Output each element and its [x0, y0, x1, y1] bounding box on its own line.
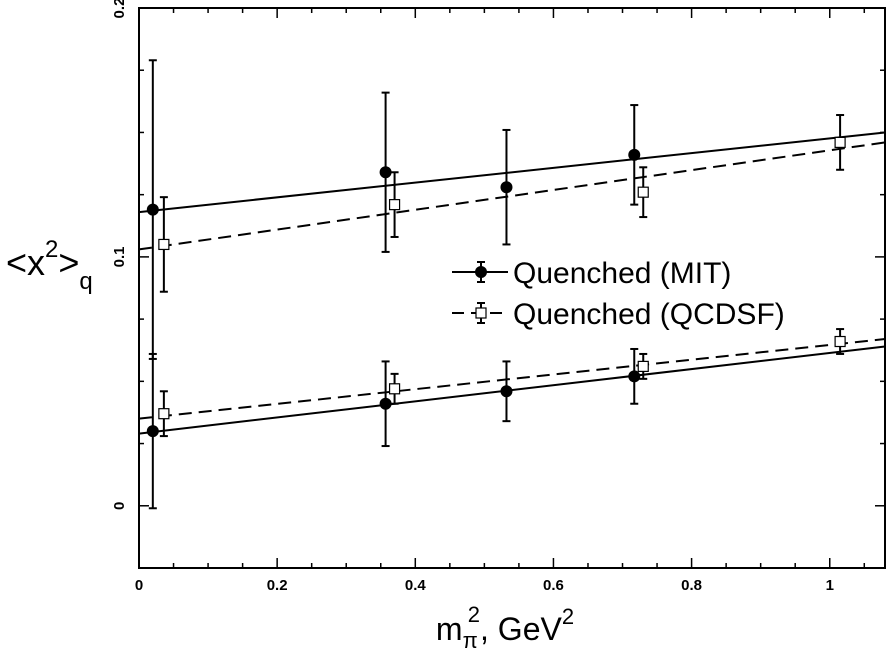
qcdsf-point [834, 335, 846, 348]
x-title-rest: , GeV [480, 611, 562, 647]
x-tick-label: 0.4 [405, 577, 427, 594]
y-tick-label: 0 [111, 502, 128, 510]
mit-point [500, 181, 513, 194]
qcdsf-fit-line [138, 141, 886, 251]
qcdsf-point [388, 383, 401, 395]
legend-label: Quenched (QCDSF) [513, 298, 785, 331]
legend-label: Quenched (MIT) [513, 257, 731, 290]
legend-marker-mit [475, 266, 487, 278]
qcdsf-point [834, 136, 846, 148]
qcdsf-point [637, 360, 649, 372]
qcdsf-point [158, 408, 170, 420]
legend-marker-qcdsf [475, 307, 487, 319]
mit-point [146, 203, 159, 216]
x-tick-label: 1 [826, 577, 834, 594]
y-tick-label: 0.2 [111, 0, 128, 18]
qcdsf-point [637, 186, 649, 198]
mit-point [379, 397, 392, 410]
y-title-open: < [6, 242, 27, 283]
mit-fit-line [138, 131, 886, 214]
qcdsf-point [388, 199, 401, 211]
legend: Quenched (MIT) Quenched (QCDSF) [452, 257, 785, 331]
mit-point [500, 385, 513, 398]
y-title-base: x [27, 242, 45, 283]
y-title-sup: 2 [45, 236, 58, 263]
mit-point [628, 370, 641, 383]
qcdsf-fit-line [138, 338, 886, 420]
x-tick-label: 0 [135, 577, 143, 594]
y-title-close: > [58, 242, 79, 283]
plot-marks [138, 7, 886, 569]
y-title-sub: q [79, 268, 92, 295]
plot-frame [138, 7, 886, 569]
x-tick-label: 0.2 [267, 577, 288, 594]
x-title-rest-sup: 2 [562, 604, 574, 629]
mit-point [628, 148, 641, 161]
y-tick-label: 0.1 [111, 246, 128, 267]
x-title-base: m [436, 611, 463, 647]
mit-point [146, 425, 159, 438]
x-title-sup: 2 [468, 602, 480, 627]
x-tick-label: 0.6 [543, 577, 564, 594]
qcdsf-point [158, 238, 170, 251]
y-axis-title: <x2>q [6, 236, 93, 295]
x-title-sub: π [463, 628, 478, 652]
mit-point [379, 166, 392, 179]
x-tick-label: 0.8 [681, 577, 702, 594]
x-axis-title: mπ2, GeV2 [436, 602, 574, 652]
